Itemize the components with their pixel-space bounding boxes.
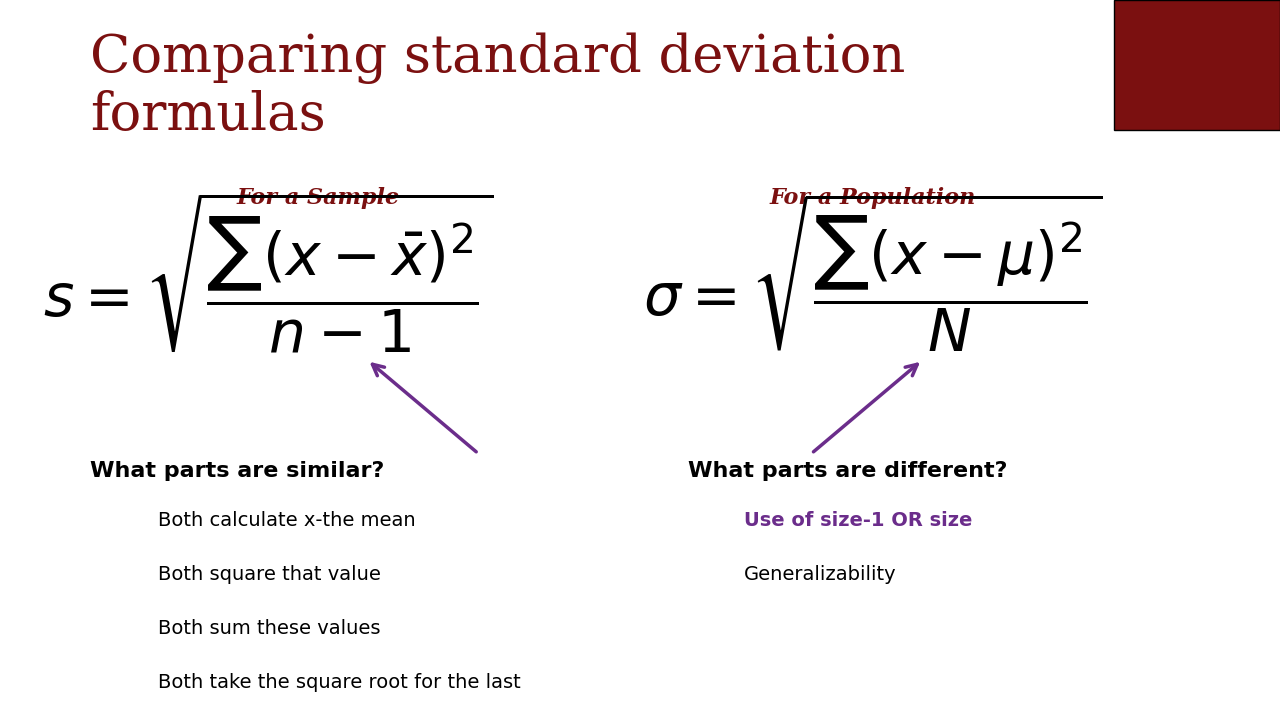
Text: Comparing standard deviation: Comparing standard deviation <box>90 32 905 84</box>
Text: Generalizability: Generalizability <box>744 565 896 584</box>
Text: Both sum these values: Both sum these values <box>157 619 380 638</box>
Text: formulas: formulas <box>90 90 325 141</box>
Text: What parts are similar?: What parts are similar? <box>90 461 384 481</box>
Text: Both square that value: Both square that value <box>157 565 380 584</box>
Text: Use of size-1 OR size: Use of size-1 OR size <box>744 511 972 530</box>
Text: For a Sample: For a Sample <box>237 187 399 210</box>
FancyBboxPatch shape <box>1114 0 1280 130</box>
Text: For a Population: For a Population <box>769 187 977 210</box>
Text: Both calculate x-the mean: Both calculate x-the mean <box>157 511 415 530</box>
Text: $\sigma = \sqrt{\dfrac{\sum(x - \mu)^2}{N}}$: $\sigma = \sqrt{\dfrac{\sum(x - \mu)^2}{… <box>644 192 1102 355</box>
Text: Both take the square root for the last: Both take the square root for the last <box>157 673 521 692</box>
Text: $s = \sqrt{\dfrac{\sum(x - \bar{x})^2}{n-1}}$: $s = \sqrt{\dfrac{\sum(x - \bar{x})^2}{n… <box>44 191 494 356</box>
Text: What parts are different?: What parts are different? <box>689 461 1007 481</box>
